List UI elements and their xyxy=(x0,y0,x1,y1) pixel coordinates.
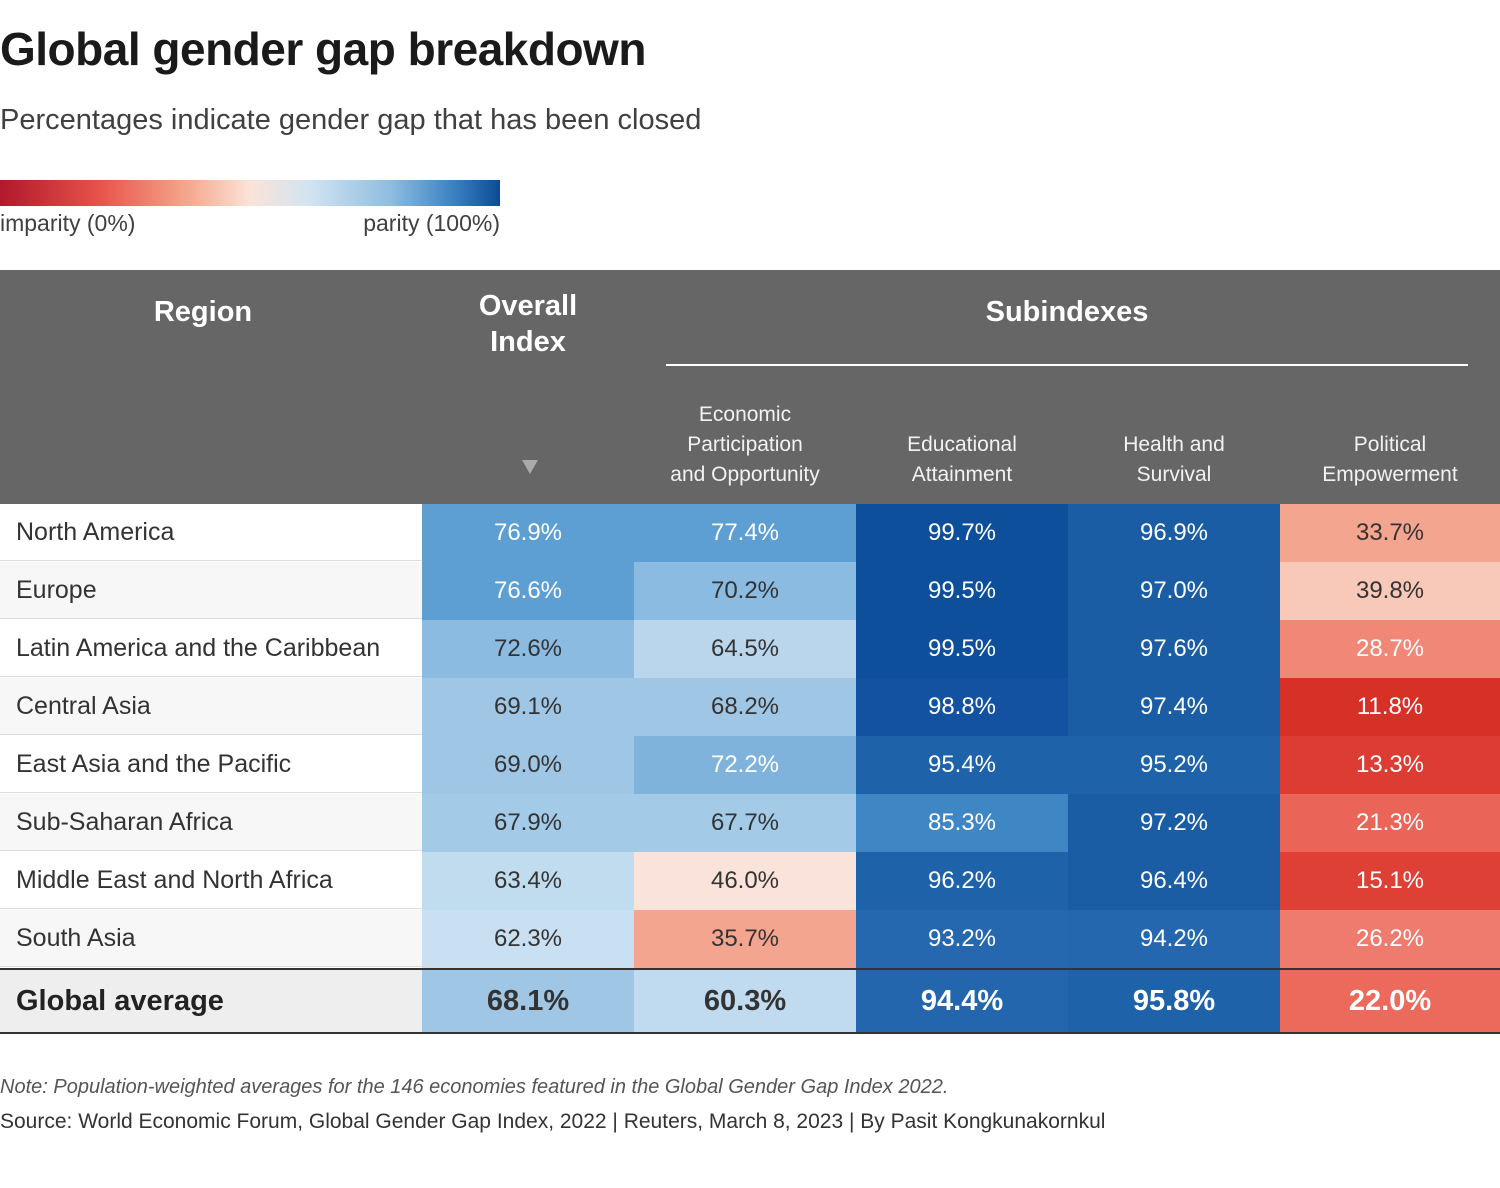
column-header-political[interactable]: Political Empowerment xyxy=(1280,398,1500,490)
region-label: East Asia and the Pacific xyxy=(0,736,422,793)
value-cell: 13.3% xyxy=(1280,736,1500,794)
table-row: North America 76.9% 77.4% 99.7% 96.9% 33… xyxy=(0,504,1500,562)
value-cell: 95.4% xyxy=(856,736,1068,794)
region-label: Sub-Saharan Africa xyxy=(0,794,422,851)
value-cell: 72.6% xyxy=(422,620,634,678)
table-row: Central Asia 69.1% 68.2% 98.8% 97.4% 11.… xyxy=(0,678,1500,736)
value-cell: 77.4% xyxy=(634,504,856,562)
value-cell: 96.4% xyxy=(1068,852,1280,910)
chart-title: Global gender gap breakdown xyxy=(0,23,646,75)
total-value-cell: 22.0% xyxy=(1280,970,1500,1032)
table-row: East Asia and the Pacific 69.0% 72.2% 95… xyxy=(0,736,1500,794)
value-cell: 11.8% xyxy=(1280,678,1500,736)
region-label: Europe xyxy=(0,562,422,619)
total-value-cell: 94.4% xyxy=(856,970,1068,1032)
header-line: Health and xyxy=(1123,433,1225,456)
overall-line2: Index xyxy=(490,326,566,358)
value-cell: 26.2% xyxy=(1280,910,1500,968)
value-cell: 98.8% xyxy=(856,678,1068,736)
value-cell: 94.2% xyxy=(1068,910,1280,968)
region-label: North America xyxy=(0,504,422,561)
global-average-label: Global average xyxy=(0,970,422,1032)
value-cell: 97.0% xyxy=(1068,562,1280,620)
value-cell: 62.3% xyxy=(422,910,634,968)
column-header-health[interactable]: Health and Survival xyxy=(1068,398,1280,490)
table-row: Middle East and North Africa 63.4% 46.0%… xyxy=(0,852,1500,910)
total-value-cell: 60.3% xyxy=(634,970,856,1032)
legend-low-label: imparity (0%) xyxy=(0,210,136,236)
region-label: Middle East and North Africa xyxy=(0,852,422,909)
color-scale-legend xyxy=(0,180,500,206)
total-value-cell: 68.1% xyxy=(422,970,634,1032)
value-cell: 99.7% xyxy=(856,504,1068,562)
value-cell: 85.3% xyxy=(856,794,1068,852)
header-line: Political xyxy=(1353,433,1427,456)
value-cell: 46.0% xyxy=(634,852,856,910)
table-row: Sub-Saharan Africa 67.9% 67.7% 85.3% 97.… xyxy=(0,794,1500,852)
header-line: Empowerment xyxy=(1322,463,1458,486)
header-line: Economic xyxy=(698,403,792,426)
total-value-cell: 95.8% xyxy=(1068,970,1280,1032)
value-cell: 95.2% xyxy=(1068,736,1280,794)
region-label: South Asia xyxy=(0,910,422,967)
data-table: Region Overall Index Subindexes Economic… xyxy=(0,270,1500,1034)
column-header-educational[interactable]: Educational Attainment xyxy=(856,398,1068,490)
legend-high-label: parity (100%) xyxy=(363,210,500,236)
region-label: Latin America and the Caribbean xyxy=(0,620,422,677)
table-row: Europe 76.6% 70.2% 99.5% 97.0% 39.8% xyxy=(0,562,1500,620)
value-cell: 68.2% xyxy=(634,678,856,736)
header-line: and Opportunity xyxy=(670,463,820,486)
header-line: Participation xyxy=(687,433,803,456)
table-body: North America 76.9% 77.4% 99.7% 96.9% 33… xyxy=(0,504,1500,968)
global-average-row: Global average 68.1% 60.3% 94.4% 95.8% 2… xyxy=(0,968,1500,1034)
value-cell: 67.9% xyxy=(422,794,634,852)
value-cell: 99.5% xyxy=(856,562,1068,620)
header-line: Survival xyxy=(1136,463,1212,486)
value-cell: 76.6% xyxy=(422,562,634,620)
value-cell: 69.1% xyxy=(422,678,634,736)
value-cell: 39.8% xyxy=(1280,562,1500,620)
subindexes-group-header: Subindexes xyxy=(985,296,1149,328)
value-cell: 97.2% xyxy=(1068,794,1280,852)
value-cell: 67.7% xyxy=(634,794,856,852)
header-line: Attainment xyxy=(911,463,1013,486)
table-header: Region Overall Index Subindexes Economic… xyxy=(0,270,1500,504)
value-cell: 33.7% xyxy=(1280,504,1500,562)
value-cell: 28.7% xyxy=(1280,620,1500,678)
overall-line1: Overall xyxy=(478,290,578,322)
value-cell: 97.4% xyxy=(1068,678,1280,736)
value-cell: 72.2% xyxy=(634,736,856,794)
source-credit: Source: World Economic Forum, Global Gen… xyxy=(0,1110,1106,1133)
sort-descending-icon[interactable] xyxy=(522,460,538,474)
value-cell: 96.9% xyxy=(1068,504,1280,562)
table-row: South Asia 62.3% 35.7% 93.2% 94.2% 26.2% xyxy=(0,910,1500,968)
value-cell: 21.3% xyxy=(1280,794,1500,852)
value-cell: 15.1% xyxy=(1280,852,1500,910)
value-cell: 35.7% xyxy=(634,910,856,968)
value-cell: 99.5% xyxy=(856,620,1068,678)
value-cell: 96.2% xyxy=(856,852,1068,910)
value-cell: 63.4% xyxy=(422,852,634,910)
region-label: Central Asia xyxy=(0,678,422,735)
column-header-economic[interactable]: Economic Participation and Opportunity xyxy=(634,398,856,490)
value-cell: 70.2% xyxy=(634,562,856,620)
value-cell: 97.6% xyxy=(1068,620,1280,678)
value-cell: 93.2% xyxy=(856,910,1068,968)
table-row: Latin America and the Caribbean 72.6% 64… xyxy=(0,620,1500,678)
chart-subtitle: Percentages indicate gender gap that has… xyxy=(0,104,702,136)
column-header-region[interactable]: Region xyxy=(153,296,253,328)
column-header-overall-index[interactable]: Overall Index xyxy=(422,288,634,360)
header-line: Educational xyxy=(907,433,1017,456)
subindexes-divider xyxy=(666,364,1468,366)
value-cell: 64.5% xyxy=(634,620,856,678)
value-cell: 69.0% xyxy=(422,736,634,794)
value-cell: 76.9% xyxy=(422,504,634,562)
footnote: Note: Population-weighted averages for t… xyxy=(0,1076,949,1098)
